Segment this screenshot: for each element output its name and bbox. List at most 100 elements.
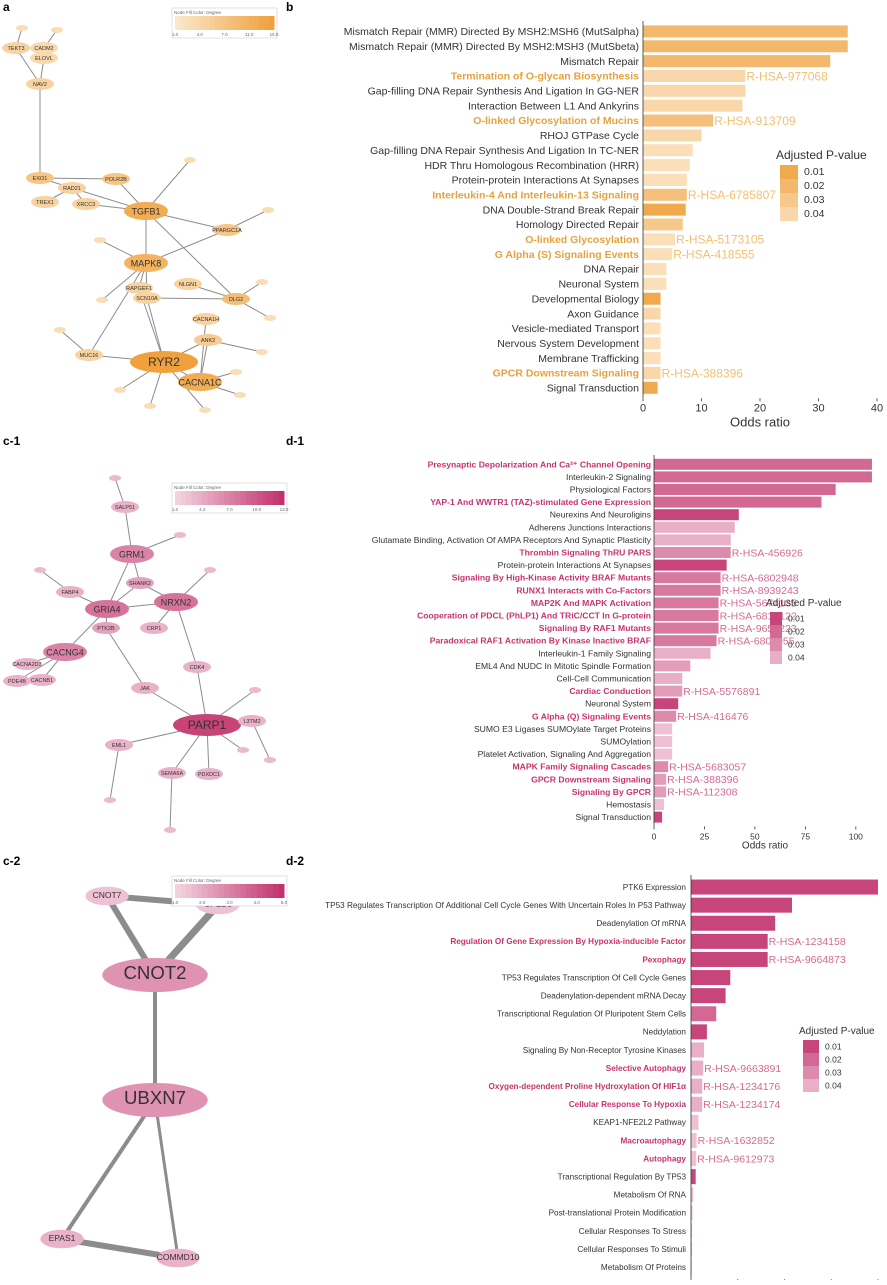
bar — [643, 381, 658, 394]
edge — [105, 627, 146, 689]
x-tick-label: 100 — [849, 831, 863, 841]
legend-swatch — [780, 179, 798, 193]
category-label: Gap-filling DNA Repair Synthesis And Lig… — [368, 86, 640, 98]
pathway-id-label: R-HSA-456926 — [732, 547, 803, 559]
pathway-id-label: R-HSA-388396 — [662, 366, 744, 380]
category-label: Thrombin Signaling ThRU PARS — [519, 548, 651, 558]
bar — [643, 25, 848, 38]
legend-label: 0.02 — [804, 180, 825, 192]
category-label: Signaling By GPCR — [572, 787, 652, 797]
category-label: Neddylation — [643, 1028, 687, 1037]
minor-node — [256, 349, 268, 355]
x-axis-title: Odds ratio — [730, 414, 790, 429]
category-label: Selective Autophagy — [606, 1064, 687, 1073]
minor-node — [256, 279, 268, 285]
legend-gradient-step — [245, 491, 252, 505]
legend-gradient-step — [278, 491, 285, 505]
bar — [643, 337, 661, 350]
legend-gradient-step — [251, 884, 258, 898]
panel-label-b: b — [286, 0, 293, 14]
legend-gradient-step — [269, 16, 275, 30]
minor-node — [34, 567, 46, 573]
node — [130, 351, 198, 373]
node-label: TGFB1 — [131, 207, 160, 217]
node-label: CACNA2D3 — [12, 662, 41, 668]
category-label: Signaling By Non-Receptor Tyrosine Kinas… — [523, 1046, 686, 1055]
pathway-id-label: R-HSA-913709 — [714, 114, 796, 128]
node-label: PTK2B — [97, 626, 115, 632]
bar — [643, 129, 702, 142]
bar — [643, 277, 667, 290]
legend-gradient-step — [264, 16, 270, 30]
edge — [145, 159, 191, 212]
edge — [153, 1099, 180, 1259]
minor-node — [184, 157, 196, 163]
legend-gradient-step — [209, 16, 216, 30]
category-label: PTK6 Expression — [623, 883, 687, 892]
legend-title: Adjusted P-value — [766, 598, 842, 609]
panel-label-c1: c-1 — [3, 434, 21, 448]
category-label: Axon Guidance — [567, 308, 639, 320]
category-label: Interleukin-2 Signaling — [566, 472, 651, 482]
bar — [643, 307, 661, 320]
edge — [60, 1098, 157, 1241]
node — [75, 349, 103, 361]
node — [154, 593, 198, 611]
category-label: EML4 And NUDC In Mitotic Spindle Formati… — [475, 661, 651, 671]
node — [110, 545, 154, 563]
pathway-id-label: R-HSA-445095 — [743, 99, 825, 113]
legend-gradient-step — [218, 884, 225, 898]
category-label: TP53 Regulates Transcription Of Addition… — [325, 901, 687, 910]
legend-title: Node Fill Color: Degree — [174, 485, 222, 490]
category-label: Cellular Responses To Stimuli — [577, 1245, 686, 1254]
legend-label: 0.04 — [825, 1080, 842, 1090]
pathway-id-label: R-HSA-9656223 — [720, 623, 797, 635]
minor-node — [51, 27, 63, 33]
bar — [691, 1042, 705, 1058]
node-label: SEMA6A — [161, 771, 184, 777]
node — [26, 78, 54, 90]
node — [178, 373, 222, 391]
node — [126, 577, 154, 589]
legend-swatch — [803, 1079, 819, 1092]
bar — [654, 496, 822, 508]
legend-swatch — [803, 1053, 819, 1066]
legend-tick: 4.2 — [199, 507, 206, 512]
legend-tick: 5.0 — [281, 900, 288, 905]
bar — [654, 710, 677, 722]
bar — [643, 188, 687, 201]
panel-label-d1: d-1 — [286, 434, 304, 448]
legend-gradient-step — [191, 491, 198, 505]
node — [85, 886, 129, 906]
node-label: POLR2B — [105, 177, 127, 183]
legend-gradient-step — [245, 884, 252, 898]
legend-gradient-step — [234, 491, 241, 505]
category-label: Protein-protein Interactions At Synapses — [452, 175, 639, 187]
bar — [643, 292, 661, 305]
legend-title: Node Fill Color: Degree — [174, 10, 222, 15]
category-label: O-linked Glycosylation of Mucins — [473, 115, 639, 127]
category-label: Gap-filling DNA Repair Synthesis And Lig… — [370, 145, 639, 157]
node-label: PPARGC1A — [212, 228, 242, 234]
bar — [643, 352, 661, 365]
bar — [654, 660, 691, 672]
category-label: Glutamate Binding, Activation Of AMPA Re… — [372, 535, 652, 545]
network-c2: CNOT7CPEB3CNOT2UBXN7EPAS1COMMD10Node Fil… — [40, 875, 288, 1268]
legend-tick: 1.0 — [172, 32, 179, 37]
bar — [691, 1205, 693, 1221]
minor-node — [234, 392, 246, 398]
pathway-id-label: R-HSA-416476 — [677, 711, 748, 723]
pathway-id-label: R-HSA-5576891 — [683, 686, 760, 698]
bar — [654, 647, 711, 659]
category-label: Signaling By High-Kinase Activity BRAF M… — [452, 573, 651, 583]
category-label: SUMO E3 Ligases SUMOylate Target Protein… — [474, 724, 651, 734]
category-label: Nervous System Development — [497, 338, 639, 350]
node-label: TEKT3 — [7, 46, 24, 52]
bar — [654, 622, 719, 634]
category-label: Signal Transduction — [547, 383, 639, 395]
bar — [654, 572, 721, 584]
category-label: Interleukin-4 And Interleukin-13 Signali… — [432, 189, 639, 201]
node-label: NRXN2 — [161, 598, 192, 608]
legend-gradient-step — [175, 16, 181, 30]
legend-gradient-step — [218, 491, 225, 505]
